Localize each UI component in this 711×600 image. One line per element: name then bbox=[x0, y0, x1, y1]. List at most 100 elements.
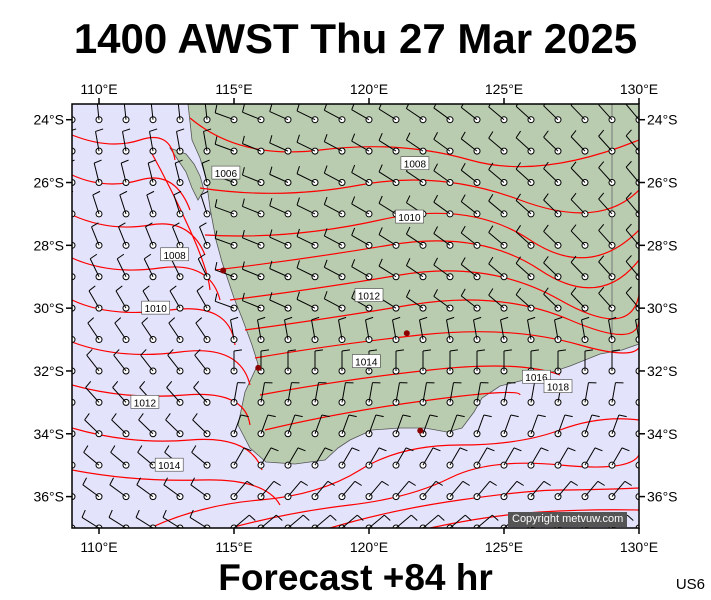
wind-barb-staff bbox=[543, 136, 559, 152]
wind-barb-flag bbox=[269, 260, 273, 269]
isobar-label-box bbox=[351, 354, 381, 368]
lat-label-left: 26°S bbox=[33, 175, 64, 191]
wind-barb-staff bbox=[433, 107, 451, 121]
wind-barb-staff bbox=[570, 136, 586, 152]
wind-barb-staff bbox=[72, 212, 73, 214]
wind-barb-staff bbox=[91, 226, 100, 246]
wind-barb-staff bbox=[230, 319, 235, 340]
wind-barb-staff bbox=[515, 168, 532, 183]
wind-barb-staff bbox=[311, 319, 316, 340]
wind-barb-staff bbox=[112, 387, 127, 403]
wind-barb-flag bbox=[241, 198, 245, 207]
wind-barb-staff bbox=[422, 414, 431, 434]
wind-barb-flag bbox=[297, 447, 306, 452]
wind-barb-staff bbox=[543, 199, 559, 215]
wind-barb-staff bbox=[199, 226, 208, 246]
wind-barb-staff bbox=[166, 387, 181, 403]
wind-barb-flag bbox=[83, 445, 89, 453]
wind-barb-flag bbox=[405, 258, 411, 266]
wind-barb-staff bbox=[314, 382, 319, 403]
wind-barb-flag bbox=[120, 159, 129, 164]
wind-barb-flag bbox=[323, 165, 328, 174]
wind-barb-staff bbox=[406, 170, 424, 183]
isobar-line bbox=[72, 341, 251, 386]
wind-barb-flag bbox=[351, 104, 355, 110]
wind-barb-flag bbox=[62, 286, 68, 291]
wind-barb-flag bbox=[460, 257, 466, 265]
wind-barb-staff bbox=[378, 108, 397, 121]
wind-barb-flag bbox=[302, 514, 310, 521]
wind-barb-staff bbox=[341, 514, 358, 528]
wind-barb-flag bbox=[88, 285, 96, 292]
wind-barb-staff bbox=[269, 268, 289, 278]
wind-barb-staff bbox=[515, 294, 532, 309]
wind-barb-staff bbox=[81, 516, 100, 528]
wind-barb-staff bbox=[515, 262, 532, 278]
wind-barb-staff bbox=[242, 174, 262, 183]
lat-label-left: 30°S bbox=[33, 300, 64, 316]
wind-barb-flag bbox=[527, 316, 536, 321]
wind-barb-staff bbox=[196, 290, 208, 309]
wind-barb-staff bbox=[625, 104, 639, 121]
wind-barb-staff bbox=[136, 484, 154, 497]
wind-barb-staff bbox=[584, 447, 596, 466]
isobar-line bbox=[259, 365, 561, 396]
wind-barb-flag bbox=[515, 256, 522, 264]
lon-label-bottom: 120°E bbox=[350, 539, 388, 555]
isobar-label-box bbox=[160, 247, 189, 262]
wind-barb-staff bbox=[95, 131, 100, 152]
wind-barb-flag bbox=[192, 413, 198, 421]
wind-barb-flag bbox=[459, 447, 468, 452]
wind-barb-staff bbox=[165, 419, 181, 435]
wind-barb-staff bbox=[395, 480, 410, 497]
wind-barb-staff bbox=[242, 268, 262, 278]
lon-label-top: 110°E bbox=[80, 81, 117, 97]
wind-barb-staff bbox=[233, 382, 238, 403]
wind-barb-flag bbox=[110, 445, 116, 453]
wind-barb-staff bbox=[611, 447, 623, 466]
wind-barb-staff bbox=[195, 322, 208, 340]
wind-barb-flag bbox=[491, 514, 499, 521]
wind-barb-flag bbox=[267, 414, 276, 418]
wind-barb-flag bbox=[323, 259, 328, 268]
wind-barb-flag bbox=[173, 190, 182, 196]
wind-barb-staff bbox=[140, 354, 154, 372]
wind-barb-flag bbox=[146, 190, 155, 196]
wind-barb-staff bbox=[460, 232, 478, 246]
wind-barb-flag bbox=[460, 288, 466, 297]
lat-label-right: 26°S bbox=[647, 175, 678, 191]
wind-barb-staff bbox=[200, 194, 208, 215]
wind-barb-staff bbox=[476, 514, 493, 528]
wind-barb-staff bbox=[368, 480, 383, 497]
isobar-line bbox=[244, 299, 639, 336]
wind-barb-flag bbox=[462, 480, 470, 486]
wind-barb-staff bbox=[269, 173, 289, 183]
wind-barb-flag bbox=[269, 135, 273, 144]
wind-barb-flag bbox=[140, 349, 147, 356]
wind-barb-staff bbox=[122, 131, 127, 152]
isobar-line bbox=[254, 331, 639, 359]
wind-barb-flag bbox=[59, 381, 64, 387]
wind-barb-flag bbox=[437, 514, 445, 521]
wind-barb-flag bbox=[405, 447, 414, 452]
wind-barb-flag bbox=[168, 317, 176, 324]
wind-barb-staff bbox=[473, 319, 478, 340]
wind-barb-flag bbox=[473, 316, 482, 321]
wind-barb-staff bbox=[500, 319, 505, 340]
wind-barb-flag bbox=[365, 316, 374, 321]
wind-barb-staff bbox=[351, 266, 370, 278]
wind-barb-flag bbox=[356, 514, 364, 521]
wind-barb-staff bbox=[422, 514, 439, 528]
wind-barb-staff bbox=[193, 387, 208, 403]
wind-barb-flag bbox=[269, 229, 273, 238]
wind-barb-staff bbox=[368, 414, 377, 434]
wind-barb-flag bbox=[543, 130, 549, 138]
wind-barb-staff bbox=[530, 447, 542, 466]
map-title: 1400 AWST Thu 27 Mar 2025 bbox=[73, 15, 638, 62]
wind-barb-staff bbox=[72, 401, 73, 403]
wind-barb-staff bbox=[149, 131, 154, 152]
wind-barb-flag bbox=[591, 414, 600, 418]
wind-barb-staff bbox=[170, 258, 181, 277]
lat-label-left: 36°S bbox=[33, 489, 64, 505]
isobar-label: 1008 bbox=[404, 160, 427, 171]
